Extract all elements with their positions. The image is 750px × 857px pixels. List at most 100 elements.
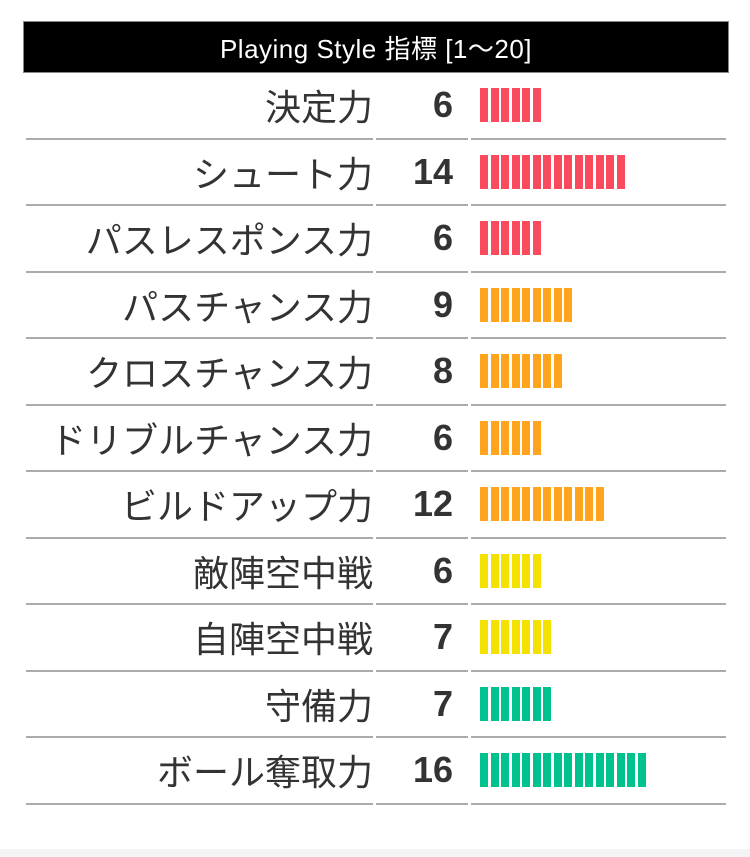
stat-value: 6 [376, 539, 468, 605]
bar-segment [553, 287, 562, 322]
bar-segment [522, 221, 530, 256]
bar-segment [532, 686, 541, 721]
bar-segment [532, 354, 541, 389]
stat-label: クロスチャンス力 [26, 339, 373, 406]
stat-value: 16 [376, 738, 468, 805]
bar-segment [522, 487, 530, 522]
panel-title: Playing Style 指標 [1〜20] [219, 33, 533, 64]
stat-value: 8 [376, 339, 468, 406]
bar-segment [501, 620, 509, 655]
bar-segment [480, 420, 488, 455]
bar-segment [480, 154, 488, 189]
bar-segment [532, 154, 541, 189]
bar-segment [543, 154, 551, 189]
bar-segment [480, 487, 488, 522]
bar-segment [585, 753, 593, 788]
stat-bar [471, 206, 726, 273]
bar-segment [522, 686, 530, 721]
bar-segment [606, 154, 614, 189]
table-row: 敵陣空中戦 6 [26, 539, 726, 605]
stat-value: 9 [376, 273, 468, 339]
stat-bar [471, 472, 726, 539]
table-row: パスチャンス力 9 [26, 273, 726, 339]
bar-segment [637, 753, 646, 788]
stat-label: ボール奪取力 [26, 738, 373, 805]
playing-style-panel: Playing Style 指標 [1〜20] 決定力 6 シュート力 14 パスレスポ… [23, 21, 729, 805]
stat-value: 6 [376, 73, 468, 140]
bar-segment [490, 553, 499, 588]
bar-segment [543, 753, 551, 788]
bar-segment [480, 686, 488, 721]
bar-segment [574, 753, 583, 788]
stat-label: パスチャンス力 [26, 273, 373, 339]
bar-segment [585, 487, 593, 522]
bar-segment [490, 221, 499, 256]
bar-segment [480, 88, 488, 123]
stat-label: ビルドアップ力 [26, 472, 373, 539]
bar-segment [564, 753, 572, 788]
table-row: ボール奪取力 16 [26, 738, 726, 805]
bar-segment [501, 354, 509, 389]
stat-value: 6 [376, 206, 468, 273]
bar-segment [522, 620, 530, 655]
bar-segment [616, 753, 625, 788]
bar-segment [490, 686, 499, 721]
bar-segment [490, 154, 499, 189]
stats-table-body: 決定力 6 シュート力 14 パスレスポンス力 6 パスチャンス力 9 クロスチャンス力 8 ドリブ… [26, 73, 726, 805]
bar-segment [564, 154, 572, 189]
bar-segment [585, 154, 593, 189]
bar-segment [511, 753, 520, 788]
bar-segment [501, 287, 509, 322]
bar-segment [627, 753, 635, 788]
bar-segment [553, 354, 562, 389]
bar-segment [511, 553, 520, 588]
bar-segment [532, 487, 541, 522]
table-row: シュート力 14 [26, 140, 726, 206]
stat-label: 自陣空中戦 [26, 605, 373, 672]
bar-segment [480, 553, 488, 588]
stat-bar [471, 539, 726, 605]
bar-segment [490, 620, 499, 655]
bar-segment [490, 420, 499, 455]
bar-segment [543, 686, 551, 721]
bar-segment [501, 88, 509, 123]
stat-value: 14 [376, 140, 468, 206]
bar-segment [564, 287, 572, 322]
bar-segment [501, 686, 509, 721]
bar-segment [595, 753, 604, 788]
bar-segment [511, 420, 520, 455]
bar-segment [522, 553, 530, 588]
bar-segment [543, 354, 551, 389]
stat-bar [471, 273, 726, 339]
bar-segment [490, 753, 499, 788]
bar-segment [543, 287, 551, 322]
bar-segment [522, 420, 530, 455]
bar-segment [532, 221, 541, 256]
bar-segment [480, 753, 488, 788]
bar-segment [532, 553, 541, 588]
panel-header: Playing Style 指標 [1〜20] [23, 21, 729, 73]
bar-segment [501, 154, 509, 189]
stat-label: 決定力 [26, 73, 373, 140]
stat-bar [471, 140, 726, 206]
bar-segment [522, 354, 530, 389]
bar-segment [553, 487, 562, 522]
bar-segment [543, 620, 551, 655]
bar-segment [501, 420, 509, 455]
stat-bar [471, 672, 726, 738]
bar-segment [501, 221, 509, 256]
bar-segment [490, 287, 499, 322]
bar-segment [595, 487, 604, 522]
bar-segment [480, 287, 488, 322]
bar-segment [543, 487, 551, 522]
bar-segment [522, 753, 530, 788]
stat-bar [471, 339, 726, 406]
stat-bar [471, 406, 726, 472]
bar-segment [532, 753, 541, 788]
bar-segment [574, 154, 583, 189]
bar-segment [532, 287, 541, 322]
stat-label: 守備力 [26, 672, 373, 738]
bar-segment [490, 354, 499, 389]
bar-segment [511, 354, 520, 389]
bar-segment [553, 154, 562, 189]
